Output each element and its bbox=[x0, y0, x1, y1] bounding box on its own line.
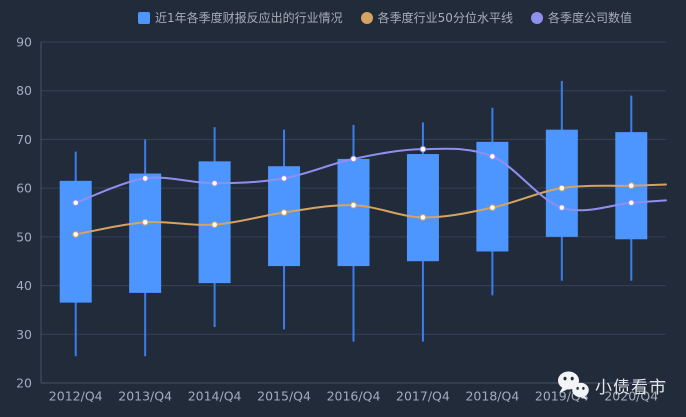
data-point-2015/Q4[interactable] bbox=[280, 209, 288, 216]
data-point-2014/Q4[interactable] bbox=[211, 179, 218, 187]
y-axis-label: 80 bbox=[16, 83, 32, 98]
candle-2012/Q4[interactable] bbox=[59, 151, 92, 357]
legend-item-1[interactable]: 近1年各季度财报反应出的行业情况 bbox=[138, 9, 343, 26]
legend-swatch-square bbox=[138, 11, 151, 24]
candle-2018/Q4[interactable] bbox=[476, 107, 509, 296]
candle-body[interactable] bbox=[129, 173, 162, 293]
legend-swatch-circle bbox=[530, 11, 543, 24]
x-axis-label: 2014/Q4 bbox=[188, 389, 242, 404]
watermark: 小债看市 bbox=[556, 370, 667, 400]
candle-2019/Q4[interactable] bbox=[545, 80, 578, 281]
data-point-2015/Q4[interactable] bbox=[280, 175, 288, 182]
data-point-2016/Q4[interactable] bbox=[350, 155, 357, 163]
data-point-2013/Q4[interactable] bbox=[141, 175, 149, 182]
data-point-2018/Q4[interactable] bbox=[489, 204, 496, 211]
data-point-2020/Q4[interactable] bbox=[627, 182, 635, 190]
legend: 近1年各季度财报反应出的行业情况 各季度行业50分位水平线 各季度公司数值 bbox=[42, 9, 686, 26]
data-point-2018/Q4[interactable] bbox=[489, 153, 496, 160]
line-series-1 bbox=[72, 182, 667, 238]
y-axis-label: 70 bbox=[16, 132, 32, 147]
data-point-2013/Q4[interactable] bbox=[141, 218, 149, 226]
y-axis-label: 40 bbox=[16, 278, 32, 293]
line-series-2 bbox=[72, 145, 667, 212]
candle-2017/Q4[interactable] bbox=[406, 122, 439, 342]
candle-body[interactable] bbox=[406, 154, 439, 262]
candle-2013/Q4[interactable] bbox=[129, 139, 162, 357]
x-axis-label: 2012/Q4 bbox=[49, 389, 103, 404]
data-point-2020/Q4[interactable] bbox=[627, 199, 635, 207]
x-axis-label: 2017/Q4 bbox=[396, 389, 450, 404]
wechat-icon bbox=[558, 371, 589, 400]
candle-2015/Q4[interactable] bbox=[268, 129, 301, 330]
candle-body[interactable] bbox=[545, 129, 578, 237]
watermark-text: 小债看市 bbox=[595, 377, 667, 398]
data-point-2012/Q4[interactable] bbox=[72, 231, 80, 238]
data-point-2016/Q4[interactable] bbox=[350, 201, 357, 209]
candle-body[interactable] bbox=[337, 158, 370, 267]
legend-label: 各季度行业50分位水平线 bbox=[377, 11, 513, 25]
y-axis-label: 30 bbox=[16, 327, 32, 342]
y-axis-label: 50 bbox=[16, 229, 32, 244]
legend-item-2[interactable]: 各季度行业50分位水平线 bbox=[360, 9, 513, 26]
data-point-2014/Q4[interactable] bbox=[211, 221, 218, 228]
legend-item-3[interactable]: 各季度公司数值 bbox=[530, 9, 632, 26]
legend-label: 各季度公司数值 bbox=[547, 11, 632, 25]
data-point-2012/Q4[interactable] bbox=[72, 199, 80, 207]
candle-2016/Q4[interactable] bbox=[337, 124, 370, 342]
y-axis-label: 60 bbox=[16, 181, 32, 196]
series-line bbox=[74, 147, 667, 212]
data-point-2017/Q4[interactable] bbox=[419, 214, 427, 221]
x-axis-label: 2018/Q4 bbox=[465, 389, 519, 404]
y-axis-label: 90 bbox=[16, 35, 32, 50]
x-axis-label: 2015/Q4 bbox=[257, 389, 311, 404]
data-point-2017/Q4[interactable] bbox=[419, 145, 427, 153]
y-axis-label: 20 bbox=[16, 376, 32, 391]
candle-body[interactable] bbox=[268, 166, 301, 267]
legend-swatch-circle bbox=[360, 11, 373, 24]
data-point-2019/Q4[interactable] bbox=[558, 204, 566, 211]
series-line bbox=[74, 183, 667, 236]
x-axis-label: 2016/Q4 bbox=[327, 389, 381, 404]
legend-label: 近1年各季度财报反应出的行业情况 bbox=[155, 11, 343, 25]
candle-body[interactable] bbox=[476, 141, 509, 252]
x-axis-label: 2020/Q4 bbox=[604, 389, 658, 404]
x-axis-label: 2013/Q4 bbox=[118, 389, 172, 404]
data-point-2019/Q4[interactable] bbox=[558, 184, 566, 192]
